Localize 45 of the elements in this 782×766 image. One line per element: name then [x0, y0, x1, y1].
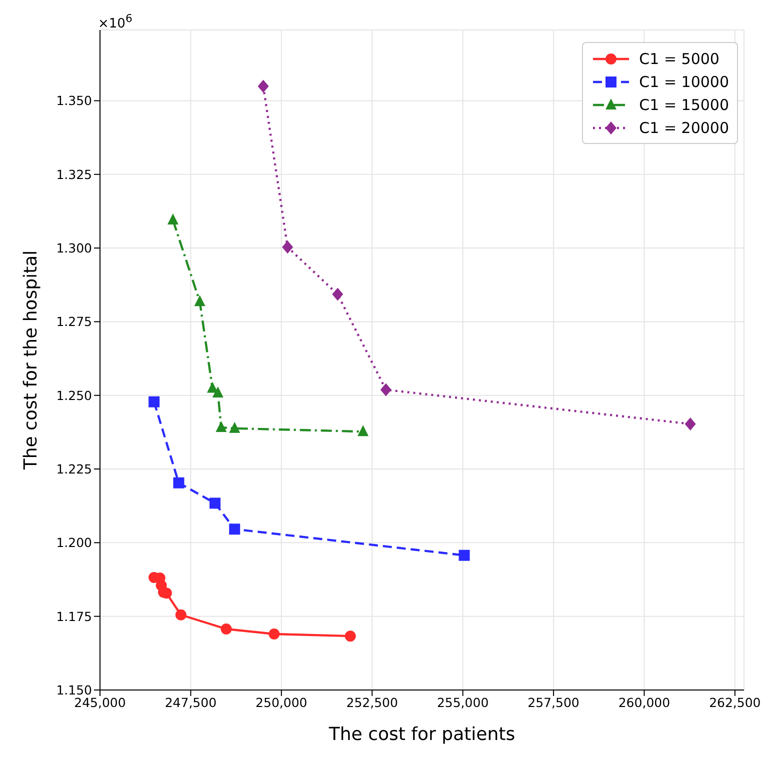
x-tick-label: 250,000: [256, 694, 308, 710]
point: [458, 550, 470, 561]
point: [229, 524, 240, 535]
point: [229, 422, 240, 433]
y-tick-label: 1.150: [56, 682, 92, 698]
x-tick-label: 247,500: [164, 694, 217, 710]
point: [194, 295, 206, 306]
x-tick-label: 260,000: [618, 694, 670, 710]
y-tick-label: 1.300: [56, 240, 92, 256]
point: [258, 80, 269, 93]
y-tick-label: 1.250: [56, 388, 92, 403]
x-tick-label: 255,000: [436, 694, 489, 710]
legend-label: C1 = 15000: [639, 96, 729, 114]
x-tick-label: 257,500: [528, 694, 580, 710]
point: [380, 383, 392, 396]
legend-label: C1 = 10000: [639, 72, 729, 90]
point: [268, 628, 280, 640]
point: [173, 477, 184, 488]
point: [358, 425, 369, 436]
point: [212, 386, 224, 398]
y-tick-label: 1.325: [56, 166, 92, 182]
point: [344, 630, 356, 642]
x-tick-label: 262,500: [709, 694, 761, 710]
point: [684, 417, 696, 430]
x-tick-label: 245,000: [74, 694, 126, 710]
point: [175, 609, 186, 620]
y-tick-label: 1.225: [56, 461, 92, 476]
y-tick-label: 1.350: [56, 93, 92, 108]
point: [210, 498, 221, 509]
point: [332, 288, 344, 301]
legend-label: C1 = 20000: [639, 118, 729, 136]
y-tick-label: 1.175: [56, 608, 92, 624]
x-tick-label: 252,500: [346, 694, 398, 710]
annotation: ×10$^{6}$: [98, 12, 132, 32]
point: [282, 240, 294, 254]
point: [216, 420, 227, 432]
point: [167, 214, 178, 225]
y-tick-label: 1.200: [56, 535, 92, 550]
y-tick-label: 1.275: [56, 314, 92, 330]
y-axis-title: The cost for the hospital: [20, 250, 42, 471]
point: [220, 624, 232, 635]
point: [148, 396, 160, 408]
legend-label: C1 = 5000: [639, 50, 720, 68]
point: [206, 382, 218, 393]
x-axis-title: The cost for patients: [328, 724, 516, 745]
